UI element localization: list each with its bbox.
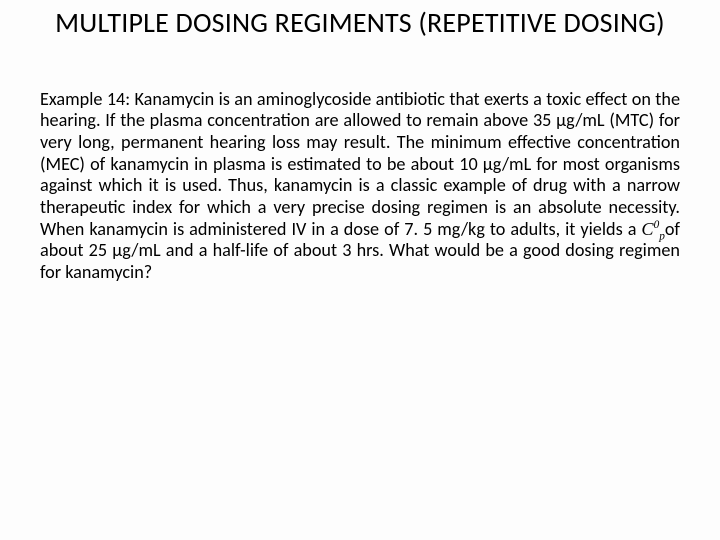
slide-title: MULTIPLE DOSING REGIMENTS (REPETITIVE DO… (40, 8, 680, 39)
body-paragraph: Example 14: Kanamycin is an aminoglycosi… (40, 89, 680, 284)
cp0-superscript: 0 (654, 219, 660, 231)
slide: MULTIPLE DOSING REGIMENTS (REPETITIVE DO… (0, 0, 720, 540)
body-text-pre: Example 14: Kanamycin is an aminoglycosi… (40, 88, 680, 240)
cp0-symbol: C0p (641, 219, 664, 239)
cp0-base: C (641, 219, 653, 239)
